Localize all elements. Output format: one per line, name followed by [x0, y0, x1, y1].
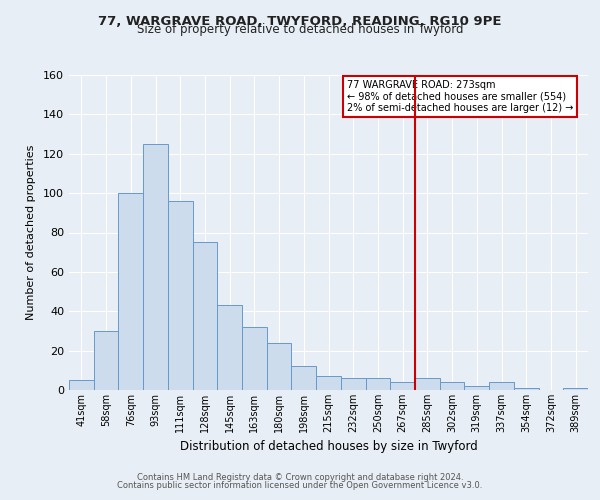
Bar — [514, 388, 539, 390]
Bar — [464, 386, 489, 390]
Text: Contains public sector information licensed under the Open Government Licence v3: Contains public sector information licen… — [118, 481, 482, 490]
Bar — [440, 382, 464, 390]
Bar — [267, 343, 292, 390]
Y-axis label: Number of detached properties: Number of detached properties — [26, 145, 36, 320]
Bar — [242, 327, 267, 390]
Bar — [341, 378, 365, 390]
Bar — [489, 382, 514, 390]
Bar — [217, 306, 242, 390]
Bar — [563, 388, 588, 390]
Text: Contains HM Land Registry data © Crown copyright and database right 2024.: Contains HM Land Registry data © Crown c… — [137, 472, 463, 482]
Text: Size of property relative to detached houses in Twyford: Size of property relative to detached ho… — [137, 22, 463, 36]
Bar — [415, 378, 440, 390]
Bar — [292, 366, 316, 390]
Bar — [365, 378, 390, 390]
Bar — [193, 242, 217, 390]
Bar — [94, 331, 118, 390]
X-axis label: Distribution of detached houses by size in Twyford: Distribution of detached houses by size … — [179, 440, 478, 454]
Bar — [168, 201, 193, 390]
Bar — [390, 382, 415, 390]
Text: 77 WARGRAVE ROAD: 273sqm
← 98% of detached houses are smaller (554)
2% of semi-d: 77 WARGRAVE ROAD: 273sqm ← 98% of detach… — [347, 80, 573, 113]
Bar — [316, 376, 341, 390]
Bar — [69, 380, 94, 390]
Bar — [143, 144, 168, 390]
Bar — [118, 193, 143, 390]
Text: 77, WARGRAVE ROAD, TWYFORD, READING, RG10 9PE: 77, WARGRAVE ROAD, TWYFORD, READING, RG1… — [98, 15, 502, 28]
